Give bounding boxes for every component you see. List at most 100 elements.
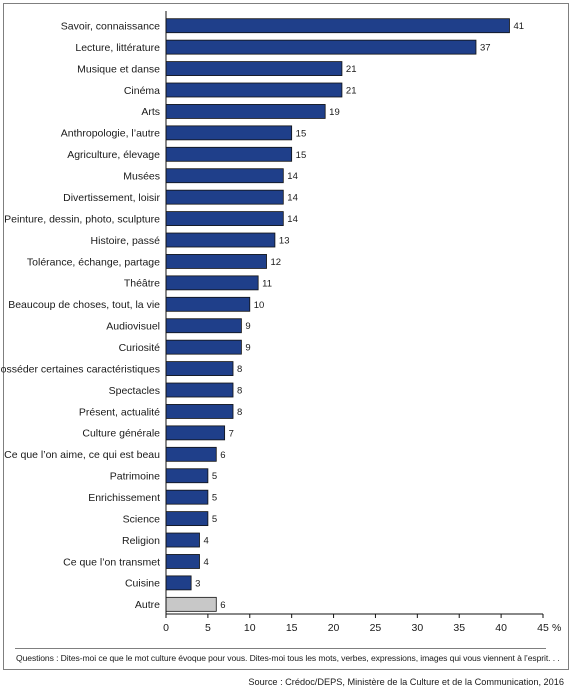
source-credit: Source : Crédoc/DEPS, Ministère de la Cu… — [248, 677, 564, 687]
category-label-27: Autre — [135, 599, 160, 611]
value-label-23: 5 — [212, 514, 217, 525]
category-label-11: Tolérance, échange, partage — [27, 256, 160, 268]
bar-18 — [165, 404, 234, 419]
bar-8 — [165, 189, 284, 205]
value-label-16: 8 — [237, 364, 242, 375]
x-tick-label-3: 15 — [286, 622, 298, 634]
bar-7 — [165, 168, 284, 184]
bar-3 — [165, 82, 343, 98]
bar-15 — [165, 339, 242, 355]
bar-1 — [165, 39, 477, 55]
category-label-7: Musées — [123, 171, 160, 183]
value-label-24: 4 — [204, 536, 209, 547]
category-label-17: Spectacles — [109, 385, 160, 397]
category-label-24: Religion — [122, 535, 160, 547]
category-label-22: Enrichissement — [88, 492, 160, 504]
bar-19 — [165, 425, 226, 441]
category-label-4: Arts — [141, 106, 160, 118]
category-label-9: Peinture, dessin, photo, sculpture — [4, 213, 160, 225]
x-axis: 0 5 10 15 20 25 30 35 40 45% — [163, 11, 561, 634]
x-tick-label-8: 40 — [495, 622, 507, 634]
x-tick-label-6: 30 — [411, 622, 423, 634]
category-label-14: Audiovisuel — [106, 321, 160, 333]
value-label-27: 6 — [220, 600, 225, 611]
bar-13 — [165, 296, 251, 312]
value-label-25: 4 — [204, 557, 209, 568]
category-label-10: Histoire, passé — [91, 235, 161, 247]
bar-27 — [165, 596, 217, 612]
x-tick-label-0: 0 — [163, 622, 169, 634]
bar-22 — [165, 489, 209, 505]
bar-10 — [165, 232, 276, 248]
bar-24 — [165, 532, 200, 548]
category-label-23: Science — [123, 513, 161, 525]
category-label-18: Présent, actualité — [79, 406, 160, 418]
category-label-21: Patrimoine — [110, 471, 160, 483]
value-label-10: 13 — [279, 236, 290, 247]
bar-11 — [165, 254, 267, 269]
x-tick-label-4: 20 — [328, 622, 340, 634]
x-unit-label: % — [552, 622, 561, 634]
value-label-4: 19 — [329, 107, 340, 118]
value-label-20: 6 — [220, 450, 225, 461]
value-label-5: 15 — [296, 128, 307, 139]
value-label-7: 14 — [287, 171, 298, 182]
bar-14 — [165, 318, 242, 334]
category-label-25: Ce que l’on transmet — [63, 556, 160, 568]
x-tick-label-7: 35 — [453, 622, 465, 634]
bars-group — [165, 18, 510, 612]
value-label-19: 7 — [229, 428, 234, 439]
category-label-6: Agriculture, élevage — [67, 149, 160, 161]
value-label-13: 10 — [254, 300, 265, 311]
category-label-16: Posséder certaines caractéristiques — [0, 363, 160, 375]
x-tick-label-9: 45 — [537, 622, 549, 634]
footnote-divider — [15, 648, 546, 649]
value-label-18: 8 — [237, 407, 242, 418]
bar-chart: Savoir, connaissance Lecture, littérature… — [0, 11, 561, 634]
value-label-3: 21 — [346, 86, 357, 97]
value-label-1: 37 — [480, 43, 491, 54]
category-label-3: Cinéma — [124, 85, 160, 97]
category-label-5: Anthropologie, l’autre — [61, 128, 160, 140]
category-labels: Savoir, connaissance Lecture, littérature… — [0, 21, 160, 612]
bar-17 — [165, 382, 234, 398]
survey-question-note: Questions : Dites-moi ce que le mot cult… — [16, 653, 560, 663]
bar-20 — [165, 446, 217, 462]
value-label-8: 14 — [287, 193, 298, 204]
category-label-1: Lecture, littérature — [75, 42, 160, 54]
x-tick-label-2: 10 — [244, 622, 256, 634]
category-label-8: Divertissement, loisir — [63, 192, 160, 204]
value-label-9: 14 — [287, 214, 298, 225]
value-label-15: 9 — [245, 343, 250, 354]
bar-6 — [165, 146, 293, 162]
value-label-6: 15 — [296, 150, 307, 161]
value-label-11: 12 — [271, 257, 282, 268]
value-label-26: 3 — [195, 578, 200, 589]
bar-16 — [165, 361, 234, 376]
x-tick-label-1: 5 — [205, 622, 211, 634]
bar-4 — [165, 104, 326, 119]
category-label-2: Musique et danse — [77, 63, 160, 75]
chart-frame — [3, 3, 569, 670]
x-tick-label-5: 25 — [370, 622, 382, 634]
value-labels: 4137212119151514141413121110998887655544… — [195, 21, 524, 611]
bar-26 — [165, 575, 192, 591]
bar-23 — [165, 511, 209, 527]
value-label-17: 8 — [237, 386, 242, 397]
bar-12 — [165, 275, 259, 291]
category-label-20: Ce que l’on aime, ce qui est beau — [4, 449, 160, 461]
bar-25 — [165, 554, 200, 569]
category-label-19: Culture générale — [82, 428, 160, 440]
bar-0 — [165, 18, 510, 34]
category-label-13: Beaucoup de choses, tout, la vie — [8, 299, 160, 311]
value-label-2: 21 — [346, 64, 357, 75]
bar-21 — [165, 468, 209, 484]
bar-5 — [165, 125, 293, 141]
bar-9 — [165, 211, 284, 226]
value-label-22: 5 — [212, 493, 217, 504]
category-label-15: Curiosité — [119, 342, 161, 354]
bar-2 — [165, 61, 343, 76]
category-label-0: Savoir, connaissance — [61, 21, 160, 33]
category-label-26: Cuisine — [125, 578, 160, 590]
value-label-12: 11 — [262, 278, 272, 289]
